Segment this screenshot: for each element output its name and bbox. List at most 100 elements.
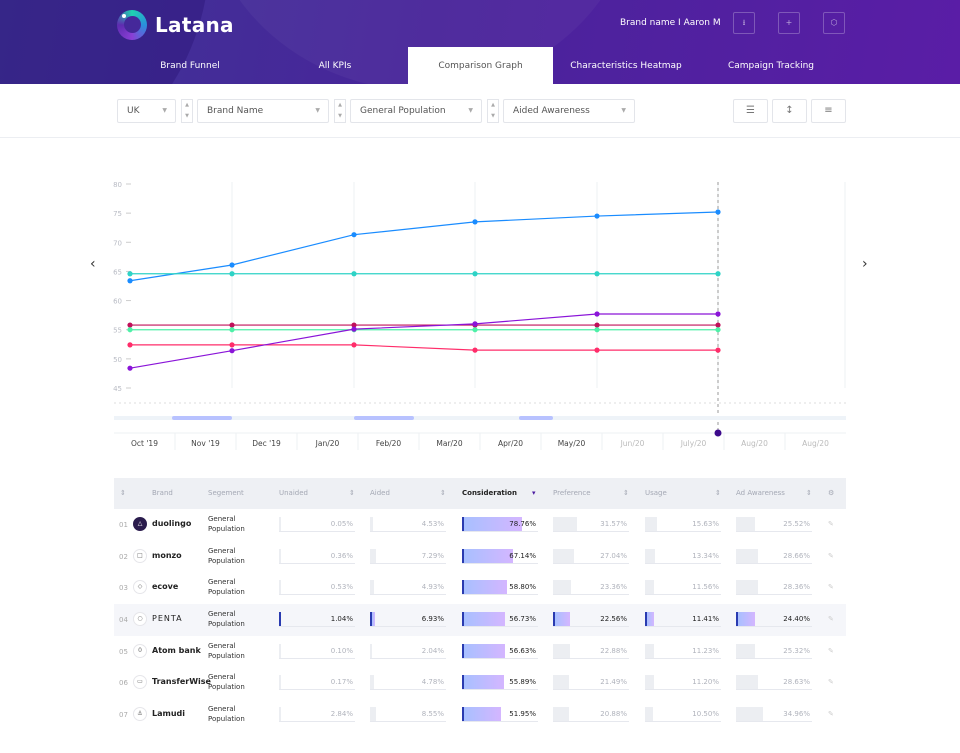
edit-icon[interactable]: ✎: [828, 615, 834, 624]
brand-select[interactable]: Brand Name ▼: [197, 99, 329, 123]
bars-view-button[interactable]: ≡: [811, 99, 846, 123]
column-settings-icon[interactable]: ⚙: [828, 489, 835, 497]
brand-name[interactable]: Atom bank: [152, 645, 201, 655]
metric-bar: [370, 707, 377, 722]
chevron-down-icon: ▼: [162, 107, 167, 114]
brand-name[interactable]: Lamudi: [152, 709, 185, 719]
sort-icon[interactable]: ▾: [532, 489, 536, 497]
column-preference[interactable]: Preference: [553, 489, 591, 497]
divider: [0, 137, 960, 138]
table-row[interactable]: 06 ▭ TransferWise General Population 0.17% 4.7…: [114, 667, 846, 699]
table-row[interactable]: 02 □ monzo General Population 0.36% 7.29% 67.14…: [114, 541, 846, 573]
download-button[interactable]: ⭳: [733, 12, 755, 34]
tab-characteristics-heatmap[interactable]: Characteristics Heatmap: [570, 61, 682, 71]
sort-icon[interactable]: ⇕: [120, 489, 126, 497]
table-row[interactable]: 01 △ duolingo General Population 0.05% 4.53% 78…: [114, 509, 846, 541]
edit-icon[interactable]: ✎: [828, 678, 834, 687]
timeline-label[interactable]: July/20: [680, 439, 707, 448]
chart-next-button[interactable]: ›: [862, 256, 868, 272]
timeline-label[interactable]: Dec '19: [252, 439, 281, 448]
metric-bar: [279, 707, 282, 722]
brand-user-label[interactable]: Brand name I Aaron M: [620, 18, 721, 28]
latana-logo[interactable]: Latana: [117, 10, 234, 40]
list-view-button[interactable]: ☰: [733, 99, 768, 123]
settings-button[interactable]: ⬡: [823, 12, 845, 34]
metric-bar: [462, 643, 506, 658]
edit-icon[interactable]: ✎: [828, 583, 834, 592]
brand-name[interactable]: ecove: [152, 582, 179, 592]
table-row[interactable]: 04 ○ PENTA General Population 1.04% 6.93% 56.73…: [114, 604, 846, 636]
edit-icon[interactable]: ✎: [828, 551, 834, 560]
segment-select[interactable]: General Population ▼: [350, 99, 482, 123]
brand-name[interactable]: TransferWise: [152, 677, 211, 687]
tab-comparison-graph[interactable]: Comparison Graph: [408, 47, 553, 84]
column-segment[interactable]: Segement: [208, 489, 244, 497]
sort-icon[interactable]: ⇕: [806, 489, 812, 497]
column-aided[interactable]: Aided: [370, 489, 390, 497]
timeline-label[interactable]: Aug/20: [741, 439, 768, 448]
metric-cell: 7.29%: [370, 548, 446, 564]
metric-value: 28.36%: [783, 583, 810, 592]
column-consideration[interactable]: Consideration: [462, 489, 517, 497]
metric-bar: [462, 580, 507, 595]
y-tick-label: 45: [113, 385, 122, 393]
column-brand[interactable]: Brand: [152, 489, 173, 497]
data-point: [594, 327, 600, 333]
metric-value: 25.52%: [783, 520, 810, 528]
country-select[interactable]: UK ▼: [117, 99, 176, 123]
data-point: [472, 219, 478, 225]
metric-value: 51.95%: [509, 710, 536, 719]
metric-stepper[interactable]: ▲ ▼: [487, 99, 499, 123]
metric-value: 28.63%: [783, 678, 810, 687]
data-point: [127, 322, 133, 328]
column-ad-awareness[interactable]: Ad Awareness: [736, 489, 785, 497]
logo-icon: [117, 10, 147, 40]
timeline-label[interactable]: Oct '19: [131, 439, 158, 448]
table-row[interactable]: 05 0 Atom bank General Population 0.10% 2.04% 5…: [114, 636, 846, 668]
column-unaided[interactable]: Unaided: [279, 489, 308, 497]
data-point: [229, 322, 235, 328]
tab-campaign-tracking[interactable]: Campaign Tracking: [727, 61, 815, 71]
column-usage[interactable]: Usage: [645, 489, 667, 497]
row-index: 02: [119, 552, 128, 561]
timeline-label[interactable]: Aug/20: [802, 439, 829, 448]
sort-icon[interactable]: ⇕: [715, 489, 721, 497]
table-row[interactable]: 07 ⚓ Lamudi General Population 2.84% 8.55% 51.9…: [114, 699, 846, 731]
metric-value: 0.53%: [330, 583, 353, 592]
metric-bar: [645, 612, 654, 627]
data-point: [715, 271, 721, 277]
brand-name[interactable]: PENTA: [152, 614, 183, 624]
tab-all-kpis[interactable]: All KPIs: [318, 61, 352, 71]
timeline-label[interactable]: Nov '19: [191, 439, 220, 448]
timeline-label[interactable]: Feb/20: [376, 439, 402, 448]
sort-icon[interactable]: ⇕: [623, 489, 629, 497]
metric-select[interactable]: Aided Awareness ▼: [503, 99, 635, 123]
timeline-label[interactable]: May/20: [558, 439, 586, 448]
chart-prev-button[interactable]: ‹: [90, 256, 96, 272]
brand-name[interactable]: duolingo: [152, 519, 192, 528]
edit-icon[interactable]: ✎: [828, 520, 834, 528]
timeline-label[interactable]: Jun/20: [620, 439, 645, 448]
sort-icon[interactable]: ⇕: [440, 489, 446, 497]
metric-cell: 2.04%: [370, 643, 446, 659]
brand-icon: ⚓: [133, 707, 147, 722]
add-button[interactable]: +: [778, 12, 800, 34]
data-point: [229, 271, 235, 277]
range-view-button[interactable]: ↕: [772, 99, 807, 123]
sort-icon[interactable]: ⇕: [349, 489, 355, 497]
timeline-label[interactable]: Jan/20: [315, 439, 340, 448]
data-point: [594, 322, 600, 328]
segment-stepper[interactable]: ▲ ▼: [334, 99, 346, 123]
metric-bar: [736, 675, 758, 690]
timeline-label[interactable]: Mar/20: [436, 439, 462, 448]
edit-icon[interactable]: ✎: [828, 710, 834, 719]
brand-name[interactable]: monzo: [152, 550, 182, 560]
timeline-label[interactable]: Apr/20: [498, 439, 523, 448]
edit-icon[interactable]: ✎: [828, 646, 834, 655]
tab-brand-funnel[interactable]: Brand Funnel: [160, 61, 220, 71]
metric-bar: [370, 580, 374, 595]
brand-stepper[interactable]: ▲ ▼: [181, 99, 193, 123]
metric-value: 21.49%: [600, 678, 627, 687]
metric-cell: 55.89%: [462, 675, 538, 691]
table-row[interactable]: 03 ◇ ecove General Population 0.53% 4.93% 58.80…: [114, 572, 846, 604]
